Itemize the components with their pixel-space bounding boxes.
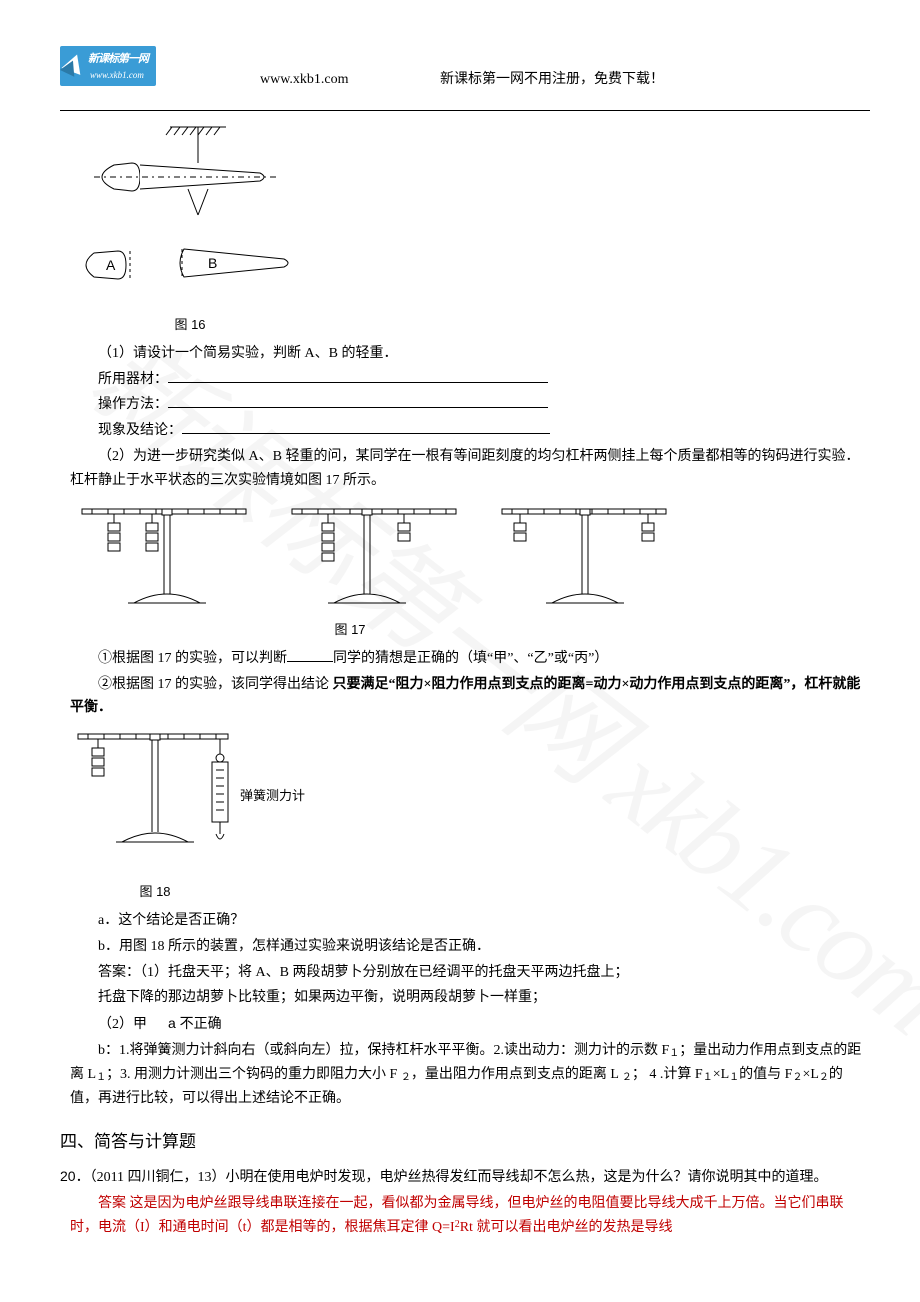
ans-2: 托盘下降的那边胡萝卜比较重；如果两边平衡，说明两段胡萝卜一样重； — [70, 986, 864, 1010]
q20-answer: 答案 这是因为电炉丝跟导线串联连接在一起，看似都为金属导线，但电炉丝的电阻值要比… — [70, 1192, 864, 1240]
ans-3: （2）甲 a 不正确 — [70, 1012, 864, 1037]
lever-1 — [74, 499, 254, 615]
figure-18: 弹簧测力计 图 18 — [70, 722, 310, 903]
header-url: www.xkb1.com — [260, 68, 349, 92]
carrot-diagram: A B — [80, 125, 290, 305]
header-tagline: 新课标第一网不用注册，免费下载！ — [440, 68, 664, 92]
label-b: B — [208, 255, 217, 271]
q-step2: ②根据图 17 的实验，该同学得出结论 只要满足“阻力×阻力作用点到支点的距离=… — [70, 673, 864, 721]
q-step1: ①根据图 17 的实验，可以判断同学的猜想是正确的（填“甲”、“乙”或“丙”） — [70, 647, 864, 671]
spring-label: 弹簧测力计 — [240, 788, 305, 803]
q20-number: 20． — [60, 1168, 90, 1184]
lever-spring: 弹簧测力计 — [70, 722, 310, 872]
label-a: A — [106, 257, 116, 273]
logo-url: www.xkb1.com — [90, 68, 144, 83]
fig16-caption: 图 16 — [80, 314, 300, 336]
fig18-caption: 图 18 — [70, 881, 240, 903]
header-divider — [60, 110, 870, 111]
site-logo: 新课标第一网 www.xkb1.com — [60, 46, 156, 86]
figure-17-row — [74, 499, 864, 615]
figure-16: A B 图 16 — [80, 125, 300, 336]
fig17-caption: 图 17 — [70, 619, 630, 641]
line-equipment: 所用器材： — [70, 368, 864, 392]
page-header: 新课标第一网 www.xkb1.com www.xkb1.com 新课标第一网不… — [60, 50, 870, 100]
line-result: 现象及结论： — [70, 419, 864, 443]
q-a: a．这个结论是否正确？ — [70, 909, 864, 933]
ans-1: 答案：（1）托盘天平；将 A、B 两段胡萝卜分别放在已经调平的托盘天平两边托盘上… — [70, 961, 864, 985]
lever-3 — [494, 499, 674, 615]
lever-2 — [284, 499, 464, 615]
section-4-title: 四、简答与计算题 — [60, 1128, 864, 1157]
line-method: 操作方法： — [70, 393, 864, 417]
q1-design: （1）请设计一个简易实验，判断 A、B 的轻重． — [70, 342, 864, 366]
logo-text: 新课标第一网 — [88, 50, 148, 69]
q20: 20．（2011 四川铜仁，13）小明在使用电炉时发现，电炉丝热得发红而导线却不… — [60, 1165, 864, 1190]
q-b: b．用图 18 所示的装置，怎样通过实验来说明该结论是否正确． — [70, 935, 864, 959]
ans-4: b：1.将弹簧测力计斜向右（或斜向左）拉，保持杠杆水平平衡。2.读出动力：测力计… — [70, 1039, 864, 1110]
q2-intro: （2）为进一步研究类似 A、B 轻重的问，某同学在一根有等间距刻度的均匀杠杆两侧… — [70, 445, 864, 493]
